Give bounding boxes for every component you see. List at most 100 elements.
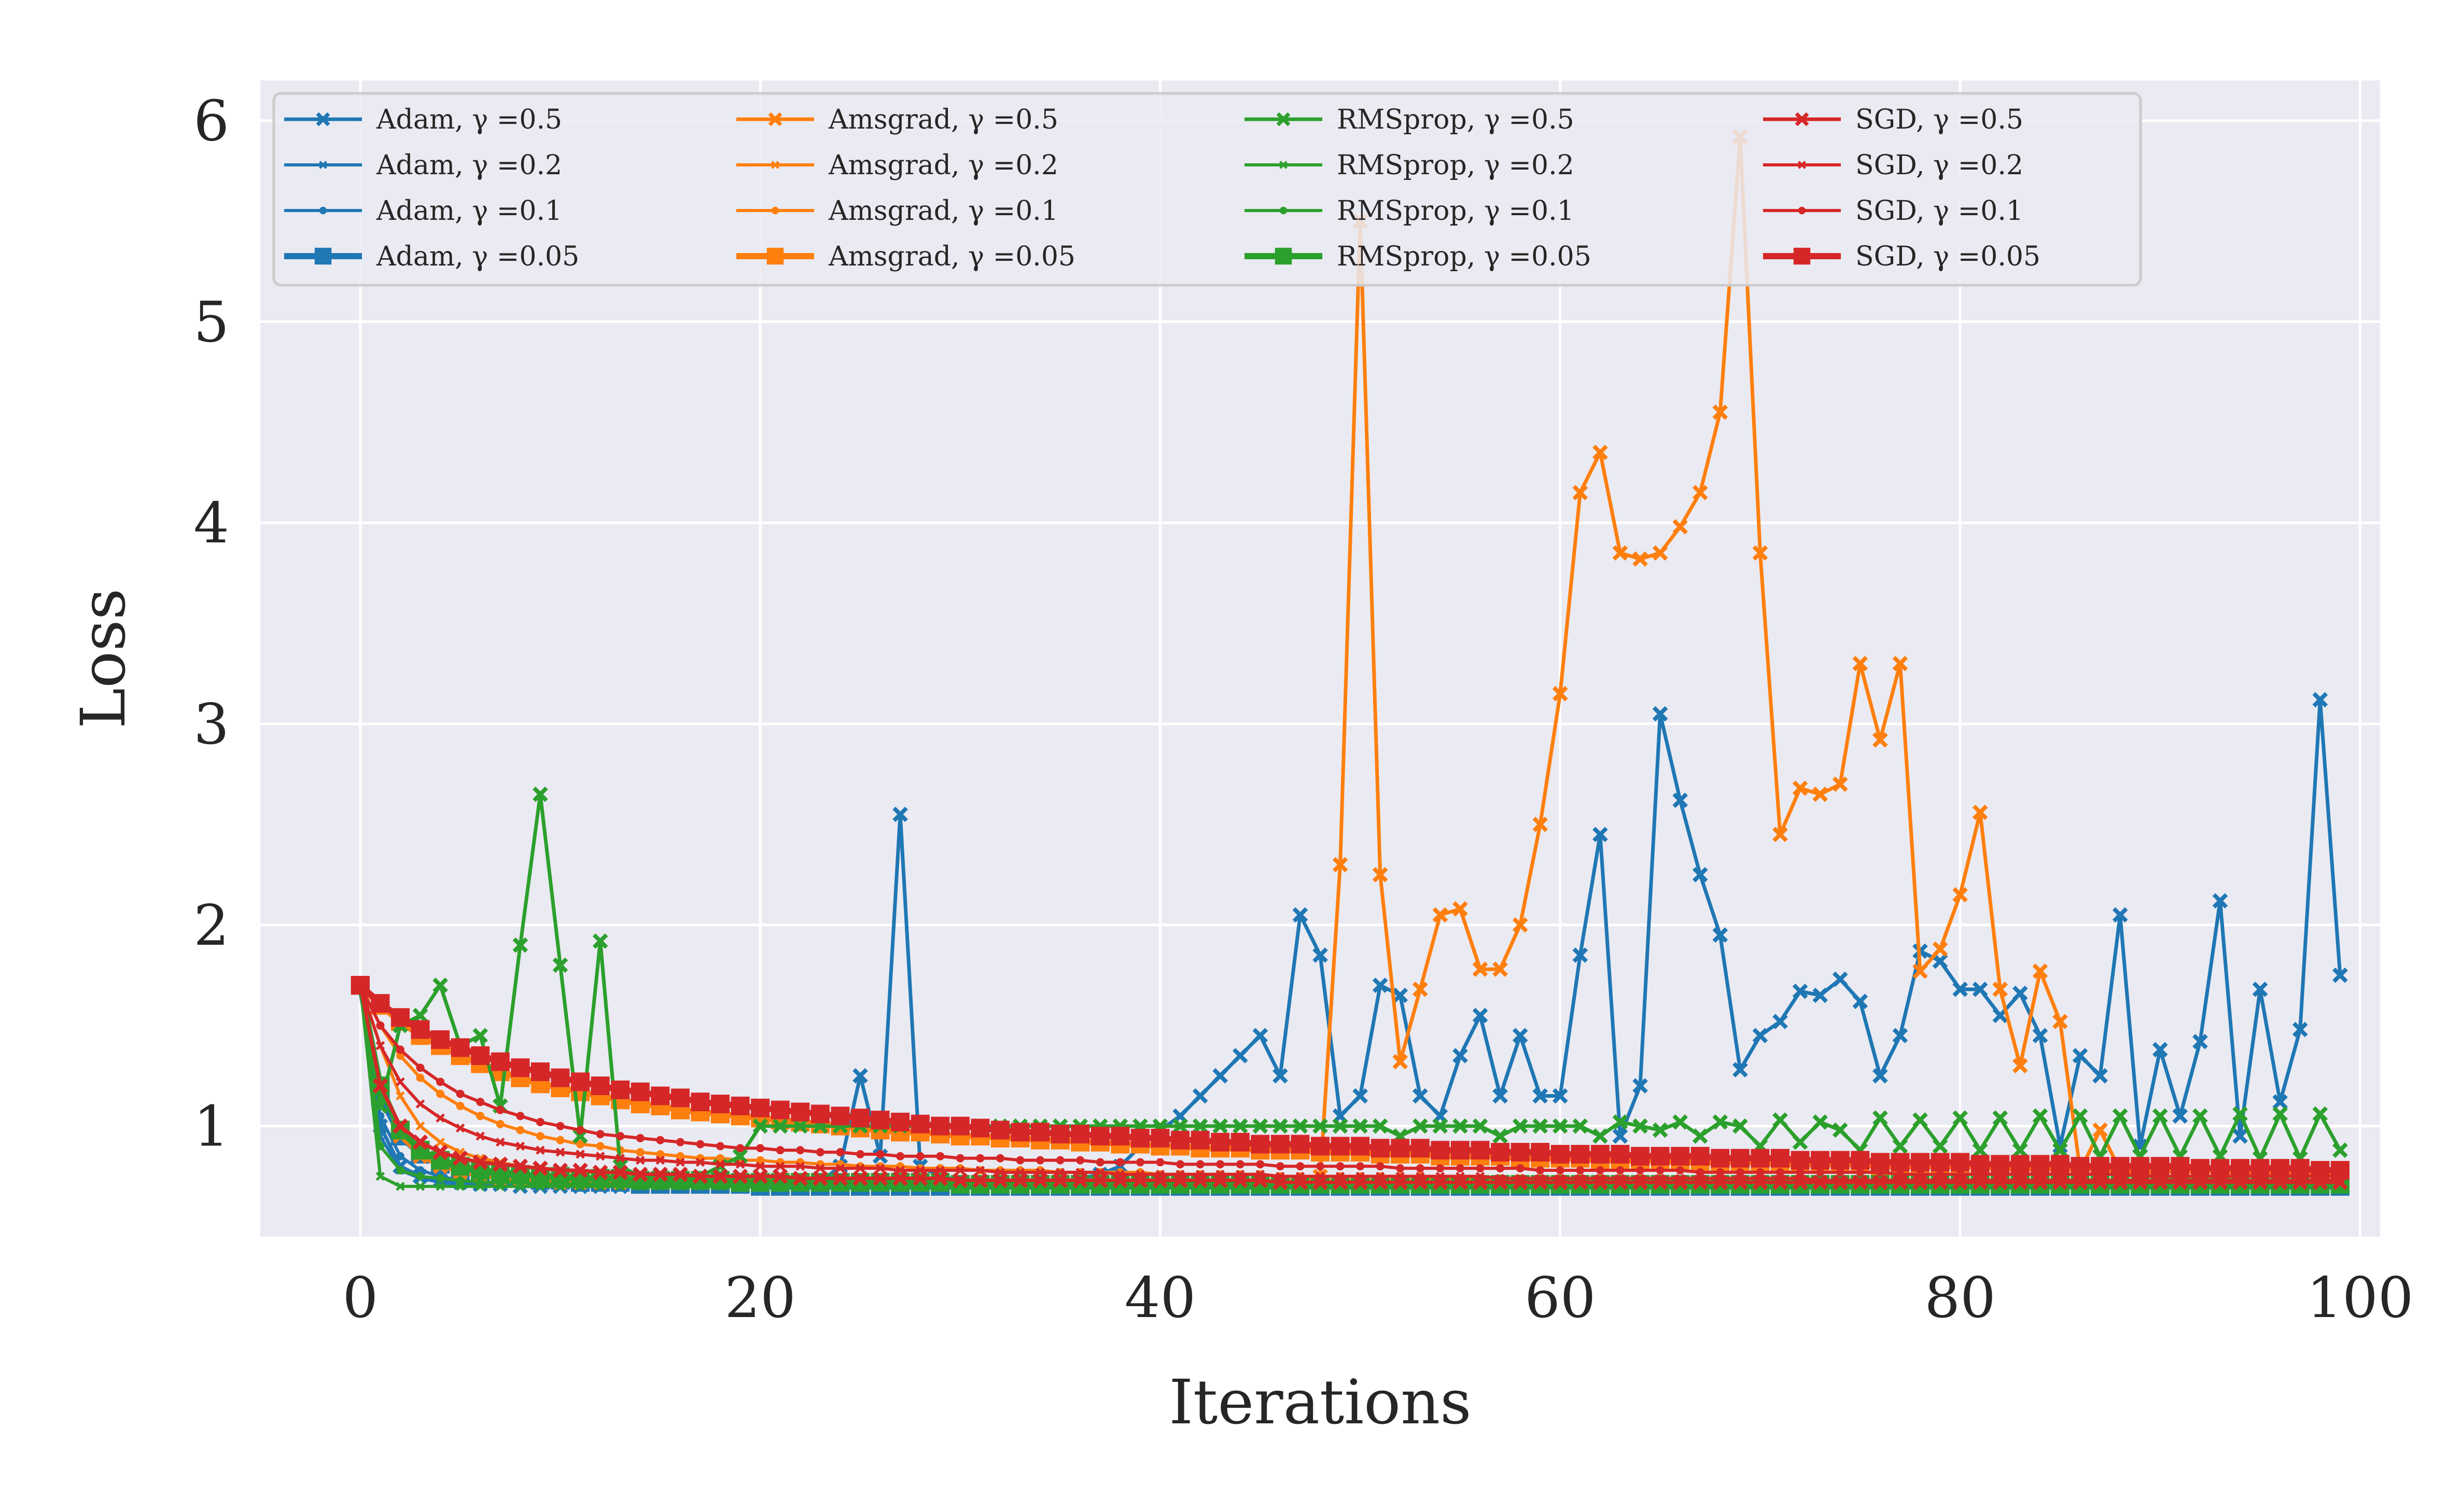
data-point (1492, 1088, 1508, 1104)
data-point (1355, 1171, 1365, 1181)
legend-label: Amsgrad, γ =0.2 (828, 150, 1058, 181)
data-point (1492, 1128, 1508, 1144)
data-point (556, 1136, 565, 1144)
data-point (1852, 993, 1868, 1010)
data-point (1012, 1172, 1028, 1188)
data-point (1191, 1130, 1210, 1150)
data-point (576, 1126, 585, 1135)
data-point (1576, 1166, 1585, 1175)
data-point (396, 1152, 404, 1160)
data-point (813, 1170, 828, 1186)
data-point (1651, 1146, 1670, 1166)
data-point (1676, 1166, 1685, 1175)
data-point (511, 1058, 530, 1077)
data-point (810, 1104, 830, 1124)
data-point (712, 1168, 728, 1184)
data-point (696, 1140, 705, 1149)
data-point (1612, 545, 1628, 561)
data-point (2252, 982, 2268, 997)
data-point (1931, 1153, 1950, 1172)
data-point (530, 1062, 550, 1081)
data-point (1572, 485, 1588, 500)
data-point (416, 1073, 425, 1082)
data-point (1376, 1162, 1385, 1171)
data-point (1375, 1171, 1385, 1181)
data-point (2012, 1174, 2028, 1191)
data-point (1492, 961, 1508, 977)
data-point (1456, 1164, 1464, 1173)
data-point (896, 1152, 905, 1160)
data-point (316, 112, 330, 127)
data-point (1212, 1172, 1228, 1188)
data-point (2211, 1159, 2230, 1178)
data-point (1970, 1155, 1990, 1174)
data-point (2212, 893, 2228, 909)
data-point (1792, 984, 1808, 999)
data-point (596, 1142, 605, 1151)
data-point (1092, 1172, 1108, 1188)
data-point (935, 1166, 945, 1175)
data-point (992, 1172, 1008, 1188)
data-point (1635, 1173, 1645, 1183)
data-point (1892, 655, 1908, 671)
data-point (2292, 1174, 2308, 1191)
data-point (2071, 1157, 2090, 1176)
data-point (736, 1144, 745, 1153)
data-point (455, 1123, 465, 1133)
data-point (1611, 1144, 1630, 1164)
data-point (1276, 1162, 1284, 1171)
series-sgd-0-5 (353, 977, 2348, 1191)
data-point (670, 1088, 690, 1108)
x-tick-label: 20 (724, 1266, 795, 1331)
data-point (2150, 1157, 2170, 1176)
data-point (1372, 1174, 1388, 1191)
data-point (1212, 1068, 1228, 1084)
data-point (1932, 941, 1948, 957)
data-point (952, 1172, 968, 1188)
series-sgd-0-1 (356, 981, 2344, 1181)
data-point (932, 1170, 948, 1186)
data-point (1852, 655, 1868, 671)
data-point (692, 1168, 708, 1184)
data-point (652, 1166, 668, 1182)
data-point (1812, 786, 1828, 802)
data-point (1331, 1137, 1350, 1156)
data-point (595, 1152, 605, 1161)
data-point (1672, 792, 1688, 808)
data-point (456, 1176, 465, 1185)
data-point (396, 1166, 404, 1175)
data-point (1452, 1048, 1468, 1063)
data-point (372, 1078, 388, 1094)
legend-label: SGD, γ =0.2 (1855, 150, 2023, 181)
data-point (1279, 161, 1288, 169)
data-point (1736, 1173, 1745, 1183)
data-point (2312, 1106, 2328, 1122)
data-point (2131, 1157, 2150, 1176)
data-point (2072, 1108, 2088, 1124)
data-point (2115, 1175, 2125, 1185)
data-point (1011, 1123, 1030, 1142)
data-point (1136, 1170, 1145, 1179)
data-point (512, 1158, 528, 1174)
data-point (396, 1091, 405, 1101)
data-point (390, 1008, 410, 1027)
x-tick-label: 40 (1125, 1266, 1196, 1331)
data-point (1952, 887, 1968, 903)
data-point (1275, 247, 1292, 265)
data-point (1876, 1175, 1885, 1185)
data-point (1955, 1175, 1965, 1185)
data-point (1572, 947, 1588, 963)
y-tick-label: 5 (193, 290, 229, 355)
data-point (2052, 1142, 2068, 1158)
data-point (431, 1030, 450, 1049)
data-point (456, 1089, 465, 1098)
data-point (1413, 1174, 1428, 1191)
x-tick-label: 0 (342, 1266, 378, 1331)
data-point (1031, 1123, 1050, 1142)
data-point (1252, 1118, 1268, 1134)
data-point (1116, 1158, 1125, 1167)
data-point (832, 1170, 848, 1186)
data-point (2231, 1159, 2250, 1178)
data-point (1832, 1122, 1848, 1138)
data-point (1472, 961, 1488, 977)
